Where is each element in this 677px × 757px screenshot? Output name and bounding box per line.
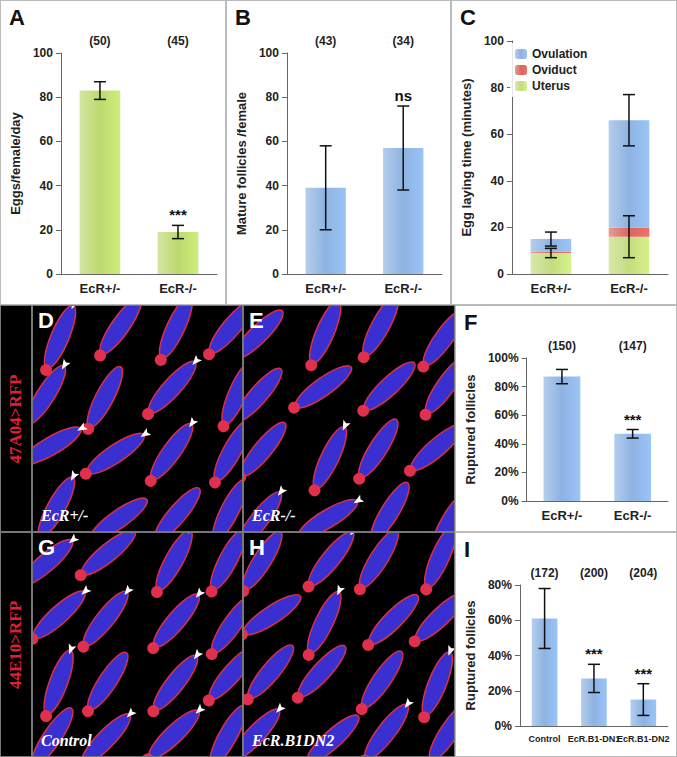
svg-text:(204): (204)	[629, 566, 657, 580]
svg-text:20%: 20%	[495, 465, 519, 479]
svg-text:Oviduct: Oviduct	[532, 63, 577, 77]
svg-text:20%: 20%	[488, 684, 512, 698]
svg-text:A: A	[9, 5, 25, 30]
svg-text:***: ***	[635, 665, 653, 682]
svg-text:(172): (172)	[531, 566, 559, 580]
svg-text:0%: 0%	[501, 494, 519, 508]
svg-text:(34): (34)	[393, 34, 414, 48]
svg-text:0: 0	[272, 267, 279, 281]
svg-text:Control: Control	[529, 734, 561, 744]
svg-text:80: 80	[40, 90, 54, 104]
svg-text:20: 20	[491, 220, 505, 234]
svg-text:Ruptured follicles: Ruptured follicles	[463, 375, 478, 485]
svg-text:EcR-/-: EcR-/-	[614, 508, 652, 523]
html-text:EcR.B1DN2: EcR.B1DN2	[252, 732, 335, 749]
svg-text:100%: 100%	[488, 351, 519, 365]
svg-text:(45): (45)	[167, 34, 188, 48]
svg-text:Ruptured follicles: Ruptured follicles	[463, 601, 478, 711]
svg-text:100: 100	[484, 34, 504, 48]
svg-text:60%: 60%	[495, 408, 519, 422]
html-text:H: H	[249, 535, 265, 560]
html-text:G: G	[38, 535, 56, 560]
html-text:EcR-/-: EcR-/-	[252, 507, 296, 524]
svg-text:Eggs/female/day: Eggs/female/day	[8, 111, 23, 214]
svg-text:0: 0	[497, 267, 504, 281]
html-text:D: D	[38, 308, 54, 333]
svg-text:B: B	[235, 5, 251, 30]
svg-text:0%: 0%	[495, 719, 513, 733]
svg-text:EcR.B1-DN1: EcR.B1-DN1	[568, 734, 621, 744]
html-text:EcR+/-: EcR+/-	[41, 507, 89, 524]
svg-text:80: 80	[491, 81, 505, 95]
svg-text:F: F	[464, 310, 477, 335]
svg-text:C: C	[460, 5, 476, 30]
svg-text:Ovulation: Ovulation	[532, 47, 587, 61]
svg-text:EcR.B1-DN2: EcR.B1-DN2	[617, 734, 670, 744]
html-text:44E10>RFP: 44E10>RFP	[6, 600, 25, 689]
svg-text:100: 100	[259, 46, 279, 60]
svg-text:20: 20	[40, 223, 54, 237]
svg-text:80%: 80%	[495, 380, 519, 394]
svg-text:ns: ns	[394, 87, 412, 104]
html-text:E: E	[249, 308, 264, 333]
html-text:47A04>RFP: 47A04>RFP	[6, 374, 25, 463]
svg-text:60%: 60%	[488, 613, 512, 627]
svg-text:Mature follicles /female: Mature follicles /female	[234, 92, 249, 235]
svg-text:40%: 40%	[488, 649, 512, 663]
svg-text:60: 60	[40, 134, 54, 148]
svg-text:60: 60	[491, 127, 505, 141]
svg-text:(43): (43)	[315, 34, 336, 48]
svg-text:(147): (147)	[619, 339, 647, 353]
svg-text:40: 40	[266, 179, 280, 193]
svg-text:(50): (50)	[89, 34, 110, 48]
svg-text:80%: 80%	[488, 578, 512, 592]
svg-text:***: ***	[169, 206, 187, 223]
svg-text:EcR+/-: EcR+/-	[531, 281, 572, 296]
svg-text:40: 40	[40, 179, 54, 193]
svg-text:(200): (200)	[580, 566, 608, 580]
svg-text:60: 60	[266, 134, 280, 148]
svg-text:***: ***	[585, 645, 603, 662]
svg-text:40%: 40%	[495, 437, 519, 451]
svg-text:Egg laying time (minutes): Egg laying time (minutes)	[459, 78, 474, 236]
svg-text:EcR-/-: EcR-/-	[610, 281, 648, 296]
svg-text:***: ***	[624, 411, 642, 428]
svg-text:EcR-/-: EcR-/-	[384, 281, 422, 296]
svg-text:I: I	[464, 537, 470, 562]
svg-text:100: 100	[33, 46, 53, 60]
svg-text:EcR+/-: EcR+/-	[305, 281, 346, 296]
svg-text:EcR-/-: EcR-/-	[159, 281, 197, 296]
html-text:Control: Control	[41, 732, 92, 749]
svg-text:EcR+/-: EcR+/-	[80, 281, 121, 296]
svg-text:Uterus: Uterus	[532, 79, 570, 93]
svg-text:80: 80	[266, 90, 280, 104]
svg-text:0: 0	[46, 267, 53, 281]
svg-text:40: 40	[491, 174, 505, 188]
svg-text:(150): (150)	[548, 339, 576, 353]
svg-text:EcR+/-: EcR+/-	[542, 508, 583, 523]
svg-text:20: 20	[266, 223, 280, 237]
